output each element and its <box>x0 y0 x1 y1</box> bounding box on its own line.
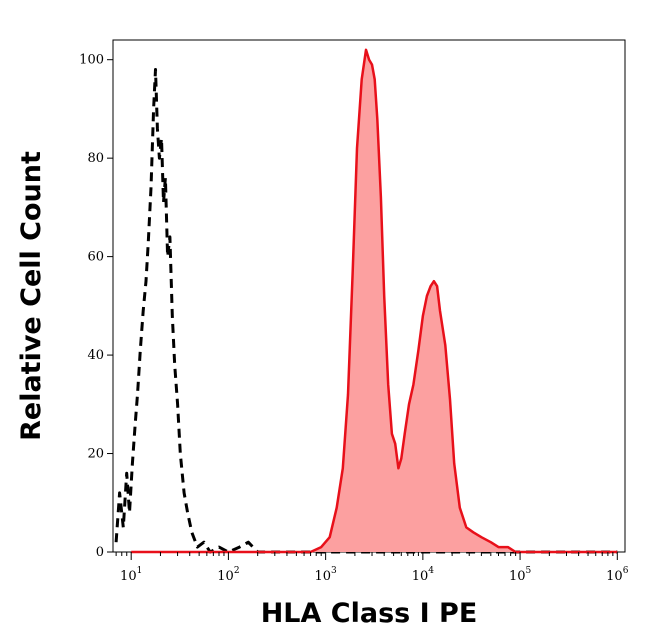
y-tick-label: 20 <box>87 447 104 462</box>
y-tick-label: 0 <box>96 545 104 560</box>
y-tick-label: 60 <box>87 250 104 265</box>
y-tick-label: 80 <box>87 151 104 166</box>
y-tick-label: 40 <box>87 348 104 363</box>
x-tick-label: 102 <box>217 566 239 584</box>
x-tick-label: 106 <box>606 566 629 584</box>
x-tick-label: 103 <box>314 566 337 584</box>
series-0-line <box>114 68 618 554</box>
y-tick-label: 100 <box>79 53 104 68</box>
x-axis-title: HLA Class I PE <box>261 598 478 629</box>
series-layer <box>114 48 618 554</box>
x-tick-label: 104 <box>412 566 435 584</box>
y-axis-ticks: 0 20 40 60 80 100 <box>79 53 113 560</box>
x-tick-label: 101 <box>120 566 142 584</box>
y-axis-title: Relative Cell Count <box>16 151 47 441</box>
series-1-line <box>131 48 618 554</box>
x-axis-ticks: 101 102 103 104 105 106 <box>115 552 629 584</box>
series-1-area <box>131 49 618 553</box>
x-tick-label: 105 <box>509 566 532 584</box>
